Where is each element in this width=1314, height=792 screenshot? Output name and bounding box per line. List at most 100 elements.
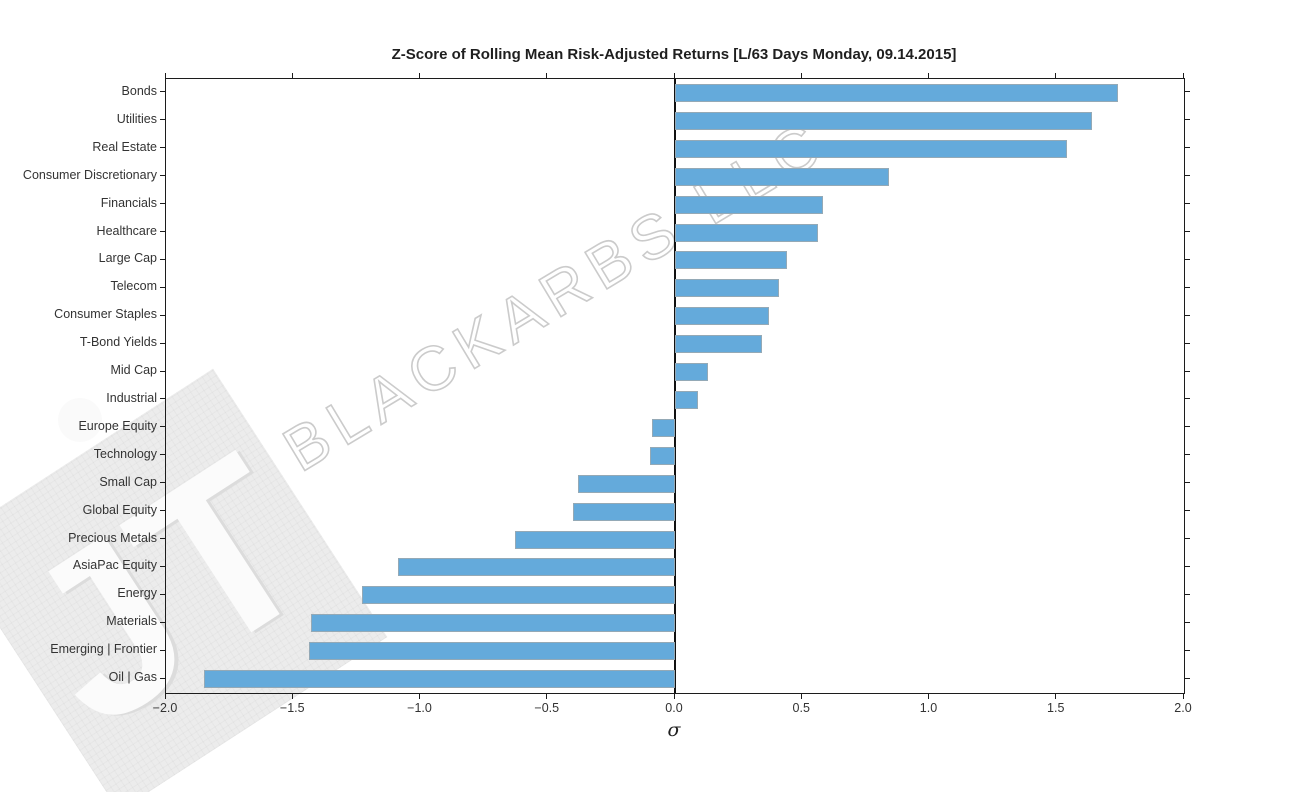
y-axis-label-precious-metals: Precious Metals (68, 530, 157, 545)
y-tick-left (160, 314, 165, 316)
y-tick-right (1185, 203, 1190, 205)
bar-europe-equity (652, 418, 675, 437)
y-tick-left (160, 454, 165, 456)
bar-utilities (675, 111, 1093, 130)
x-axis-tick-label: −0.5 (534, 701, 560, 715)
bar-technology (649, 446, 675, 465)
y-tick-left (160, 286, 165, 288)
y-tick-right (1185, 398, 1190, 400)
y-tick-right (1185, 565, 1190, 567)
y-tick-right (1185, 258, 1190, 260)
y-axis-label-bonds: Bonds (121, 83, 157, 98)
x-tick-top (164, 73, 166, 78)
y-tick-left (160, 398, 165, 400)
x-tick-top (419, 73, 420, 78)
y-axis-label-financials: Financials (100, 195, 157, 210)
x-tick-bottom (164, 694, 166, 699)
bar-materials (311, 614, 675, 633)
x-axis-tick-label: 0.5 (792, 701, 810, 715)
bar-mid-cap (675, 363, 709, 382)
y-tick-right (1185, 482, 1190, 484)
y-tick-right (1185, 593, 1190, 595)
bar-bonds (675, 83, 1118, 102)
y-tick-left (160, 175, 165, 177)
bar-energy (361, 586, 675, 605)
y-tick-right (1185, 342, 1190, 344)
x-axis-tick-label: −1.5 (279, 701, 305, 715)
x-tick-bottom (419, 694, 420, 699)
x-axis-tick-label: 2.0 (1174, 701, 1192, 715)
y-tick-left (160, 426, 165, 428)
y-axis-label-oil-gas: Oil | Gas (108, 670, 157, 685)
logo-dot (58, 398, 102, 442)
x-tick-top (1055, 73, 1057, 78)
x-axis-tick-label: −1.0 (407, 701, 432, 715)
y-tick-left (160, 621, 165, 623)
y-tick-left (160, 147, 165, 149)
y-tick-right (1185, 621, 1190, 623)
y-axis-label-industrial: Industrial (106, 390, 157, 405)
y-axis-label-real-estate: Real Estate (92, 139, 157, 154)
bar-t-bond-yields (675, 335, 762, 354)
y-axis-label-large-cap: Large Cap (98, 251, 157, 266)
y-tick-right (1185, 426, 1190, 428)
y-axis-label-emerging-frontier: Emerging | Frontier (50, 642, 157, 657)
bar-industrial (675, 390, 698, 409)
y-tick-right (1185, 91, 1190, 93)
y-tick-right (1185, 175, 1190, 177)
bar-global-equity (573, 502, 675, 521)
y-tick-right (1185, 649, 1190, 651)
y-axis-label-small-cap: Small Cap (99, 474, 157, 489)
bar-oil-gas (204, 670, 675, 689)
y-axis-label-technology: Technology (93, 446, 157, 461)
bar-small-cap (578, 474, 675, 493)
y-tick-right (1185, 231, 1190, 232)
y-axis-label-mid-cap: Mid Cap (110, 363, 157, 378)
bar-large-cap (675, 251, 787, 270)
x-tick-bottom (800, 694, 802, 699)
y-axis-label-consumer-staples: Consumer Staples (54, 307, 157, 322)
y-axis-label-asiapac-equity: AsiaPac Equity (72, 558, 157, 573)
x-axis-tick-label: 1.5 (1047, 701, 1065, 715)
x-tick-top (1182, 73, 1184, 78)
bar-asiapac-equity (397, 558, 675, 577)
x-tick-bottom (546, 694, 548, 699)
x-tick-bottom (1182, 694, 1184, 699)
chart-title: Z-Score of Rolling Mean Risk-Adjusted Re… (391, 46, 957, 63)
y-tick-right (1185, 147, 1190, 149)
y-axis-label-t-bond-yields: T-Bond Yields (79, 335, 157, 350)
y-axis-label-energy: Energy (117, 586, 157, 601)
y-tick-right (1185, 677, 1190, 679)
bar-telecom (675, 279, 780, 298)
y-tick-left (160, 593, 165, 595)
x-tick-top (546, 73, 548, 78)
x-tick-top (291, 73, 293, 78)
y-axis-label-europe-equity: Europe Equity (78, 418, 157, 433)
bar-financials (675, 195, 823, 214)
y-tick-left (160, 342, 165, 344)
y-tick-left (160, 231, 165, 232)
y-tick-left (160, 649, 165, 651)
y-tick-right (1185, 286, 1190, 288)
x-axis-tick-label: 0.0 (665, 701, 683, 715)
y-tick-left (160, 91, 165, 93)
bar-precious-metals (514, 530, 675, 549)
y-axis-label-materials: Materials (106, 614, 157, 629)
x-tick-bottom (673, 694, 675, 699)
y-tick-left (160, 482, 165, 484)
y-tick-left (160, 538, 165, 539)
y-tick-right (1185, 454, 1190, 456)
y-tick-left (160, 370, 165, 372)
x-tick-top (673, 73, 675, 78)
x-tick-bottom (291, 694, 293, 699)
y-tick-right (1185, 510, 1190, 512)
x-tick-top (800, 73, 802, 78)
y-axis-label-healthcare: Healthcare (96, 223, 157, 238)
y-axis-label-utilities: Utilities (116, 111, 157, 126)
y-tick-right (1185, 370, 1190, 372)
y-tick-right (1185, 538, 1190, 539)
x-axis-tick-label: 1.0 (919, 701, 938, 715)
bar-consumer-staples (675, 307, 770, 326)
y-axis-label-telecom: Telecom (110, 279, 157, 294)
zero-line (674, 79, 676, 693)
